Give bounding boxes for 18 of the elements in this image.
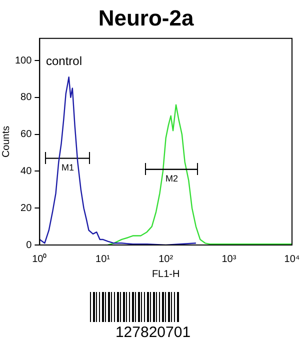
y-tick-label: 60 — [20, 129, 32, 140]
y-tick-label: 80 — [20, 92, 32, 104]
chart-title: Neuro-2a — [98, 5, 194, 30]
x-tick-label: 10¹ — [96, 254, 111, 265]
x-tick-label: 10⁰ — [32, 252, 48, 265]
x-tick-label: 10⁴ — [284, 254, 300, 265]
y-axis-title: Counts — [0, 126, 12, 158]
x-tick-label: 10² — [158, 254, 174, 265]
x-axis-title: FL1-H — [152, 268, 180, 280]
y-tick-label: 100 — [14, 55, 32, 66]
series-label: M1 — [61, 162, 74, 172]
text: 127820701 — [114, 324, 192, 341]
series-label: M2 — [165, 173, 178, 184]
y-tick-label: 20 — [20, 202, 32, 214]
y-tick-label: 40 — [20, 166, 32, 177]
x-tick-label: 10³ — [222, 254, 237, 265]
y-tick-label: 0 — [26, 240, 32, 251]
annotation: control — [46, 54, 82, 68]
